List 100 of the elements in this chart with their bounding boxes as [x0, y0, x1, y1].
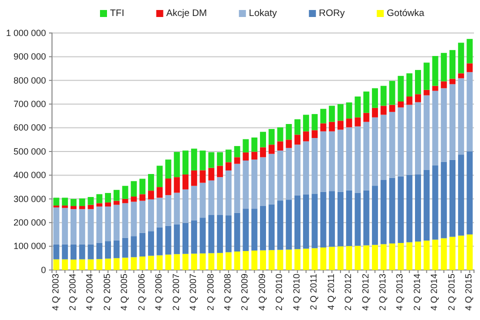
- bar: [424, 95, 430, 170]
- bar: [260, 132, 266, 148]
- bar: [79, 198, 86, 206]
- bar: [466, 151, 473, 234]
- bar: [216, 152, 223, 166]
- bar: [286, 140, 292, 148]
- bar: [424, 90, 430, 96]
- bar: [234, 164, 240, 213]
- bar: [466, 72, 473, 152]
- bar: [466, 63, 473, 72]
- bar: [148, 174, 154, 191]
- bar: [174, 192, 180, 224]
- x-tick-label: 2 Q 2006: [136, 274, 146, 311]
- bar: [337, 104, 344, 121]
- x-tick-label: 2 Q 2010: [274, 274, 284, 311]
- bar: [337, 192, 344, 246]
- bar: [122, 238, 128, 258]
- bar: [268, 250, 275, 270]
- bar: [415, 174, 422, 242]
- bar: [165, 254, 172, 270]
- bar: [70, 206, 77, 210]
- bar: [96, 242, 102, 260]
- bar: [53, 244, 60, 260]
- bar: [114, 240, 120, 258]
- bar: [191, 148, 198, 170]
- x-tick-label: 4 Q 2013: [394, 274, 405, 311]
- bar: [320, 123, 326, 132]
- legend-label: Gotówka: [386, 8, 425, 19]
- bar: [216, 166, 223, 178]
- bar: [165, 195, 172, 226]
- bar: [458, 73, 464, 78]
- bar: [406, 73, 412, 97]
- bar: [294, 144, 300, 196]
- bar: [346, 118, 352, 128]
- bar: [104, 192, 111, 202]
- bar: [286, 200, 292, 250]
- bar: [320, 247, 326, 270]
- bar: [139, 200, 146, 233]
- bar: [79, 259, 86, 270]
- bar: [363, 122, 370, 190]
- bar: [226, 252, 232, 270]
- bar: [96, 259, 102, 270]
- bar: [174, 152, 180, 178]
- bar: [277, 141, 284, 151]
- bar: [303, 131, 310, 142]
- legend-label: RORy: [318, 8, 346, 19]
- bar: [79, 206, 86, 210]
- bar: [312, 194, 318, 248]
- bar: [372, 88, 378, 108]
- x-tick-label: 4 Q 2012: [360, 274, 370, 311]
- bar: [148, 231, 154, 256]
- bar: [139, 232, 146, 256]
- bar: [156, 198, 163, 228]
- bar: [303, 141, 310, 194]
- bar: [70, 198, 77, 206]
- bar: [251, 138, 258, 152]
- bar: [432, 86, 438, 91]
- bar: [424, 170, 430, 241]
- x-tick-label: 4 Q 2003: [50, 274, 60, 311]
- bar: [156, 255, 163, 270]
- bar: [432, 165, 438, 240]
- bar: [148, 199, 154, 232]
- bar: [440, 238, 447, 270]
- bar: [389, 243, 396, 270]
- bar: [458, 78, 464, 155]
- bar: [432, 90, 438, 166]
- bar: [191, 220, 198, 254]
- bar: [156, 187, 163, 198]
- bar: [251, 152, 258, 160]
- bar: [174, 254, 180, 270]
- bar: [251, 208, 258, 251]
- x-tick-label: 2 Q 2014: [412, 274, 422, 311]
- x-tick-label: 2 Q 2013: [378, 274, 388, 311]
- bar: [251, 160, 258, 209]
- bar: [398, 242, 404, 270]
- bar: [268, 128, 275, 145]
- bar: [62, 259, 68, 270]
- bar: [372, 244, 378, 270]
- y-tick-label: 1 000 000: [6, 28, 46, 38]
- bar: [242, 152, 249, 161]
- bar: [380, 114, 387, 180]
- bar: [182, 254, 189, 270]
- bar: [79, 244, 86, 260]
- bar: [242, 160, 249, 209]
- bar: [389, 80, 396, 105]
- bar: [363, 92, 370, 113]
- bar: [363, 112, 370, 122]
- bar: [440, 52, 447, 82]
- y-tick-label: 0: [40, 264, 46, 275]
- bar: [216, 177, 223, 216]
- x-tick-label: 4 Q 2008: [222, 274, 232, 311]
- bar: [458, 236, 464, 270]
- bar: [312, 114, 318, 130]
- bar: [53, 207, 60, 244]
- bar: [156, 166, 163, 188]
- bar: [294, 119, 300, 135]
- bar: [312, 248, 318, 270]
- bar: [268, 144, 275, 154]
- bar: [62, 208, 68, 244]
- bar: [372, 108, 378, 118]
